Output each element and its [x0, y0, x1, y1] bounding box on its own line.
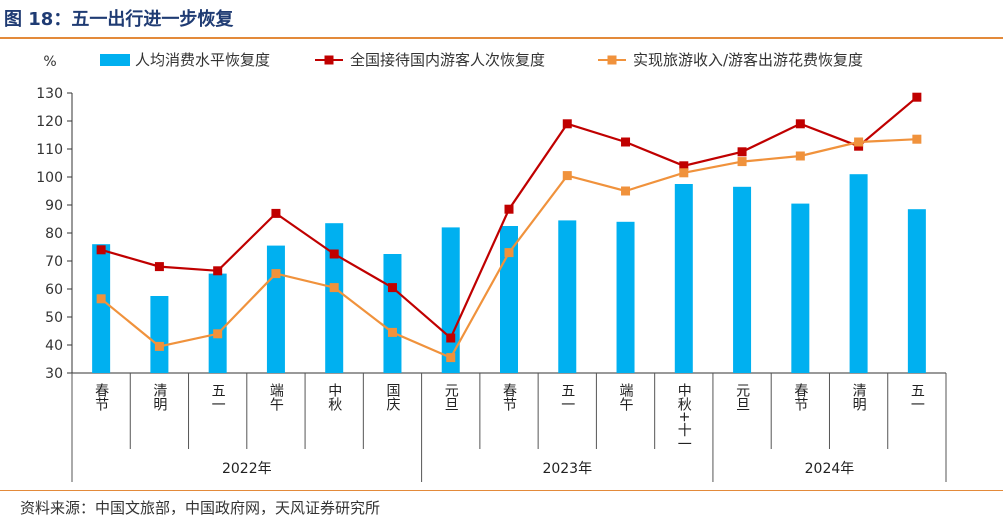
marker-series-2-point-4	[271, 269, 281, 279]
bar-10	[616, 221, 635, 373]
x-group-label: 2024年	[805, 461, 855, 477]
x-category-label: 中秋+十一	[676, 383, 692, 451]
x-category-label: 春节	[501, 383, 517, 411]
x-category-label: 元旦	[734, 383, 750, 411]
marker-series-1-point-5	[329, 249, 339, 259]
legend-label: 全国接待国内游客人次恢复度	[350, 51, 545, 69]
marker-series-2-point-8	[504, 248, 514, 258]
title-rule	[0, 37, 1003, 39]
marker-series-1-point-3	[213, 266, 223, 276]
x-category-label: 元旦	[443, 383, 459, 411]
marker-series-1-point-4	[271, 208, 281, 218]
bar-15	[907, 209, 926, 373]
y-tick-label: 40	[45, 338, 63, 354]
x-category-label: 五一	[559, 383, 575, 411]
y-tick-label: 30	[45, 366, 63, 382]
x-category-label: 五一	[210, 383, 226, 411]
bar-2	[150, 296, 169, 373]
bar-4	[266, 245, 285, 373]
legend-swatch-bar	[100, 54, 130, 66]
y-tick-label: 130	[36, 86, 63, 102]
marker-series-2-point-1	[96, 294, 106, 304]
marker-series-1-point-13	[795, 119, 805, 129]
y-tick-label: 120	[36, 114, 63, 130]
marker-series-1-point-8	[504, 204, 514, 214]
marker-series-2-point-2	[154, 341, 164, 351]
x-group-label: 2023年	[542, 461, 592, 477]
bar-3	[208, 273, 227, 373]
marker-series-2-point-3	[213, 329, 223, 339]
marker-series-1-point-9	[562, 119, 572, 129]
x-category-label: 春节	[792, 383, 808, 411]
x-category-label: 五一	[909, 383, 925, 411]
marker-series-1-point-1	[96, 245, 106, 255]
x-category-label: 春节	[93, 383, 109, 411]
y-tick-label: 70	[45, 254, 63, 270]
bar-7	[441, 227, 460, 373]
marker-series-1-point-12	[737, 147, 747, 157]
marker-series-2-point-6	[387, 327, 397, 337]
x-group-label: 2022年	[222, 461, 272, 477]
footer-rule	[0, 490, 1003, 491]
y-tick-label: 60	[45, 282, 63, 298]
marker-series-1-point-11	[679, 161, 689, 171]
marker-series-1-point-6	[387, 283, 397, 293]
legend-label: 实现旅游收入/游客出游花费恢复度	[633, 51, 863, 69]
marker-series-2-point-7	[446, 353, 456, 363]
bar-6	[383, 254, 402, 373]
bar-8	[500, 226, 518, 373]
marker-series-2-point-5	[329, 283, 339, 293]
y-tick-label: 50	[45, 310, 63, 326]
y-tick-label: 100	[36, 170, 63, 186]
marker-series-1-point-7	[446, 333, 456, 343]
y-tick-label: 110	[36, 142, 63, 158]
x-category-label: 端午	[268, 383, 284, 411]
marker-series-1-point-2	[154, 262, 164, 272]
x-category-label: 国庆	[384, 383, 400, 411]
bar-13	[791, 203, 810, 373]
bar-5	[325, 223, 344, 373]
source-note: 资料来源：中国文旅部，中国政府网，天风证券研究所	[20, 499, 381, 517]
bar-1	[92, 244, 111, 373]
legend-label: 人均消费水平恢复度	[135, 51, 270, 69]
figure-title: 图 18：五一出行进一步恢复	[4, 9, 234, 30]
y-tick-label: 90	[45, 198, 63, 214]
y-axis-unit: %	[43, 54, 56, 70]
marker-series-2-point-13	[795, 151, 805, 161]
y-tick-label: 80	[45, 226, 63, 242]
x-category-label: 中秋	[326, 383, 342, 411]
marker-series-2-point-9	[562, 171, 572, 181]
bar-9	[558, 220, 577, 373]
bar-11	[674, 184, 693, 373]
bar-12	[733, 186, 752, 373]
marker-series-1-point-15	[912, 92, 922, 102]
marker-series-2-point-14	[854, 137, 864, 147]
bar-14	[849, 174, 868, 373]
marker-series-1-point-10	[621, 137, 631, 147]
legend-swatch-marker	[324, 55, 334, 65]
marker-series-2-point-15	[912, 134, 922, 144]
legend-swatch-marker	[607, 55, 617, 65]
x-category-label: 清明	[151, 383, 167, 412]
x-category-label: 端午	[618, 383, 634, 411]
marker-series-2-point-12	[737, 157, 747, 167]
marker-series-2-point-11	[679, 168, 689, 178]
marker-series-2-point-10	[621, 186, 631, 196]
x-category-label: 清明	[851, 383, 867, 412]
